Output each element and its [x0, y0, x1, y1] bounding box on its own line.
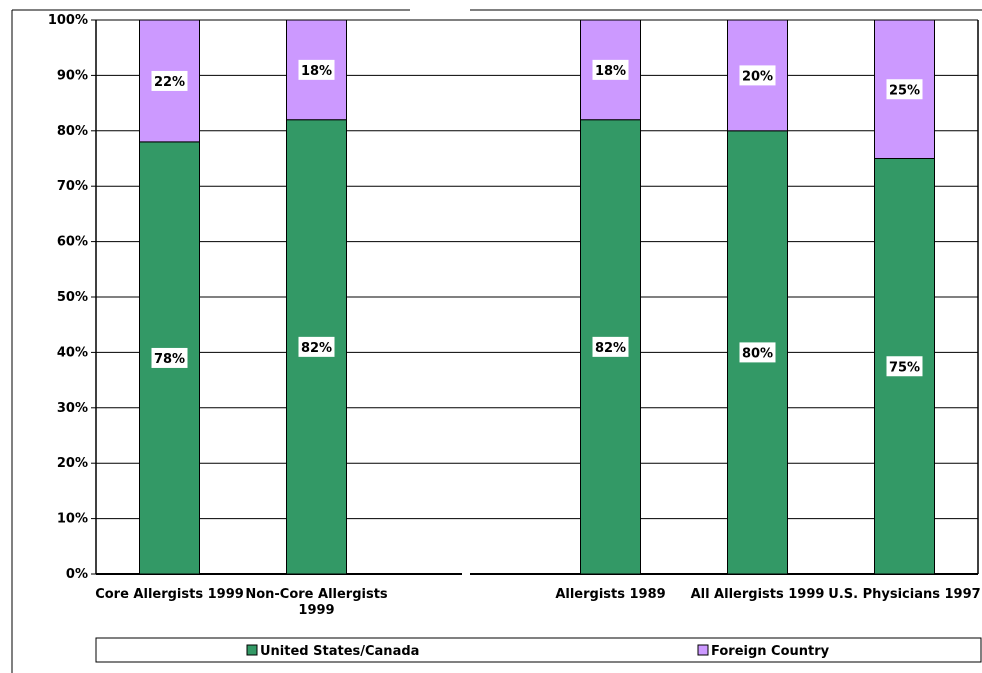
y-tick-label: 60% [57, 235, 88, 250]
data-label: 75% [889, 360, 920, 375]
y-tick-label: 100% [48, 13, 88, 28]
y-tick-label: 0% [66, 567, 88, 582]
legend-label: United States/Canada [260, 644, 419, 659]
data-label-box [592, 59, 629, 80]
data-label: 18% [301, 64, 332, 79]
x-category-label: Core Allergists 1999 [95, 587, 244, 602]
data-label: 18% [595, 64, 626, 79]
data-label: 22% [154, 75, 185, 90]
y-tick-label: 20% [57, 456, 88, 471]
data-label-box [298, 59, 335, 80]
data-label-box [298, 336, 335, 357]
data-label: 82% [595, 341, 626, 356]
y-tick-label: 70% [57, 179, 88, 194]
x-category-label: U.S. Physicians 1997 [828, 587, 980, 602]
y-tick-label: 40% [57, 345, 88, 360]
data-label: 80% [742, 346, 773, 361]
data-label-box [592, 336, 629, 357]
legend-swatch-united-states-canada [246, 644, 258, 656]
y-tick-label: 30% [57, 401, 88, 416]
y-tick-label: 90% [57, 68, 88, 83]
y-tick-label: 50% [57, 290, 88, 305]
x-category-label: All Allergists 1999 [691, 587, 825, 602]
data-label: 78% [154, 352, 185, 367]
data-label-box [739, 342, 776, 363]
y-tick-label: 10% [57, 512, 88, 527]
data-label-box [886, 356, 923, 377]
legend [95, 637, 982, 663]
x-category-label: Allergists 1989 [555, 587, 665, 602]
data-label-box [151, 70, 188, 91]
x-category-label: Non-Core Allergists [245, 587, 388, 602]
data-label: 20% [742, 69, 773, 84]
y-tick-label: 80% [57, 124, 88, 139]
data-label-box [886, 79, 923, 100]
data-label: 25% [889, 83, 920, 98]
data-label: 82% [301, 341, 332, 356]
data-label-box [151, 347, 188, 368]
legend-label: Foreign Country [711, 644, 830, 659]
x-category-label: 1999 [298, 603, 334, 618]
legend-swatch-foreign-country [697, 644, 709, 656]
data-label-box [739, 65, 776, 86]
